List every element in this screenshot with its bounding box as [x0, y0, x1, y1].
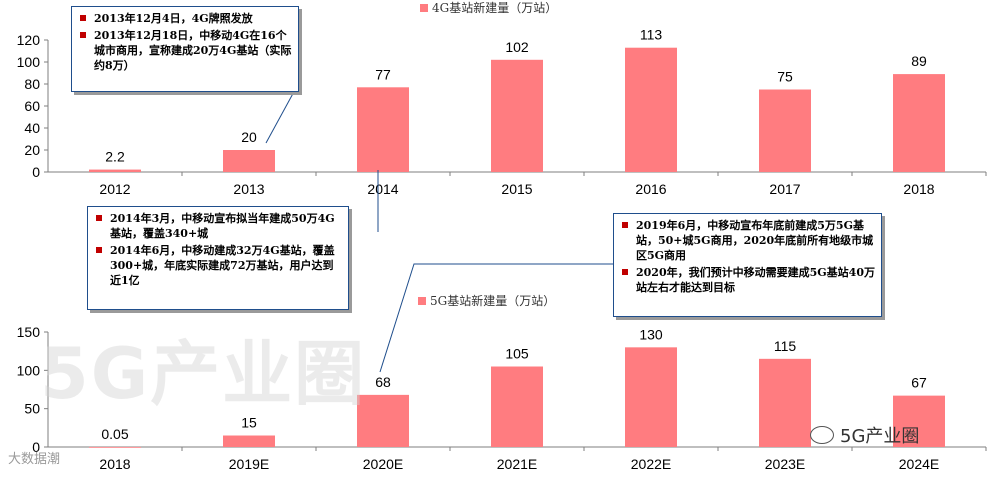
y-tick-label: 100	[17, 362, 41, 378]
callout-item: 2020年，我们预计中移动需要建成5G基站40万站左右才能达到目标	[622, 265, 875, 295]
x-tick-label: 2021E	[497, 456, 537, 472]
bar	[491, 59, 543, 172]
data-label: 105	[505, 346, 529, 362]
callout-text: 2013年12月4日，4G牌照发放	[94, 12, 253, 25]
data-label: 77	[375, 66, 391, 82]
legend-label: 5G基站新建量（万站）	[430, 293, 555, 308]
x-tick-label: 2019E	[229, 456, 269, 472]
y-tick-label: 80	[24, 76, 40, 92]
x-tick-label: 2022E	[631, 456, 671, 472]
callout-item: 2014年3月，中移动宣布拟当年建成50万4G基站，覆盖340+城	[96, 211, 342, 241]
data-label: 68	[375, 374, 391, 390]
y-tick-label: 150	[17, 324, 41, 340]
callout-item: 2013年12月4日，4G牌照发放	[80, 11, 292, 26]
bar	[759, 89, 811, 172]
y-tick-label: 120	[17, 32, 41, 48]
x-tick-label: 2018	[99, 456, 130, 472]
callout-text: 2013年12月18日，中移动4G在16个城市商用，宣称建成20万4G基站（实际…	[94, 29, 292, 72]
bar	[89, 169, 141, 172]
data-label: 15	[241, 415, 257, 431]
wechat-icon	[810, 426, 834, 444]
callout-text: 2019年6月，中移动宣布年底前建成5万5G基站，50+城5G商用，2020年底…	[636, 219, 874, 262]
callout-text: 2020年，我们预计中移动需要建成5G基站40万站左右才能达到目标	[636, 266, 875, 294]
x-tick-label: 2023E	[765, 456, 805, 472]
x-tick-label: 2015	[501, 181, 532, 197]
callout-text: 2014年6月，中移动建成32万4G基站，覆盖300+城，年底实际建成72万基站…	[110, 244, 335, 287]
callout-2014: 2014年3月，中移动宣布拟当年建成50万4G基站，覆盖340+城 2014年6…	[87, 206, 349, 310]
x-tick-label: 2020E	[363, 456, 403, 472]
bar	[357, 394, 409, 447]
data-label: 20	[241, 129, 257, 145]
x-tick-label: 2017	[769, 181, 800, 197]
data-label: 67	[911, 375, 927, 391]
callout-item: 2013年12月18日，中移动4G在16个城市商用，宣称建成20万4G基站（实际…	[80, 28, 292, 73]
data-label: 115	[774, 338, 797, 354]
y-tick-label: 0	[32, 164, 40, 180]
x-tick-label: 2012	[99, 181, 130, 197]
bar	[893, 74, 945, 172]
bar	[357, 87, 409, 172]
connector-line	[379, 263, 614, 373]
data-label: 113	[640, 27, 663, 43]
bar	[89, 446, 141, 448]
connector-line	[265, 87, 297, 144]
x-tick-label: 2014	[367, 181, 398, 197]
y-tick-label: 20	[24, 142, 40, 158]
data-label: 102	[505, 39, 529, 55]
callout-item: 2019年6月，中移动宣布年底前建成5万5G基站，50+城5G商用，2020年底…	[622, 218, 875, 263]
legend-label: 4G基站新建量（万站）	[432, 0, 557, 15]
data-label: 89	[911, 53, 927, 69]
y-tick-label: 50	[24, 401, 40, 417]
watermark-small: 大数据潮	[8, 452, 61, 467]
brand-logo: 5G产业圈	[810, 422, 919, 448]
y-tick-label: 0	[32, 439, 40, 455]
x-tick-label: 2013	[233, 181, 264, 197]
x-tick-label: 2016	[635, 181, 666, 197]
bar	[893, 395, 945, 447]
callout-2019: 2019年6月，中移动宣布年底前建成5万5G基站，50+城5G商用，2020年底…	[613, 213, 882, 317]
legend-swatch	[418, 297, 426, 305]
data-label: 130	[639, 326, 663, 342]
y-tick-label: 100	[17, 54, 41, 70]
watermark: 5G产业圈	[40, 333, 367, 415]
bar	[625, 347, 677, 447]
y-tick-label: 60	[24, 98, 40, 114]
x-tick-label: 2024E	[899, 456, 939, 472]
callout-item: 2014年6月，中移动建成32万4G基站，覆盖300+城，年底实际建成72万基站…	[96, 243, 342, 288]
bar	[223, 435, 275, 447]
y-tick-label: 40	[24, 120, 40, 136]
data-label: 75	[777, 69, 793, 85]
bar	[223, 150, 275, 172]
x-tick-label: 2018	[903, 181, 934, 197]
legend-swatch	[420, 4, 428, 12]
brand-text: 5G产业圈	[840, 426, 920, 447]
bar	[625, 47, 677, 173]
data-label: 0.05	[101, 426, 128, 442]
bar	[491, 366, 543, 447]
data-label: 2.2	[105, 149, 125, 165]
callout-text: 2014年3月，中移动宣布拟当年建成50万4G基站，覆盖340+城	[110, 212, 335, 240]
bar	[759, 358, 811, 447]
callout-2013: 2013年12月4日，4G牌照发放 2013年12月18日，中移动4G在16个城…	[71, 6, 299, 92]
